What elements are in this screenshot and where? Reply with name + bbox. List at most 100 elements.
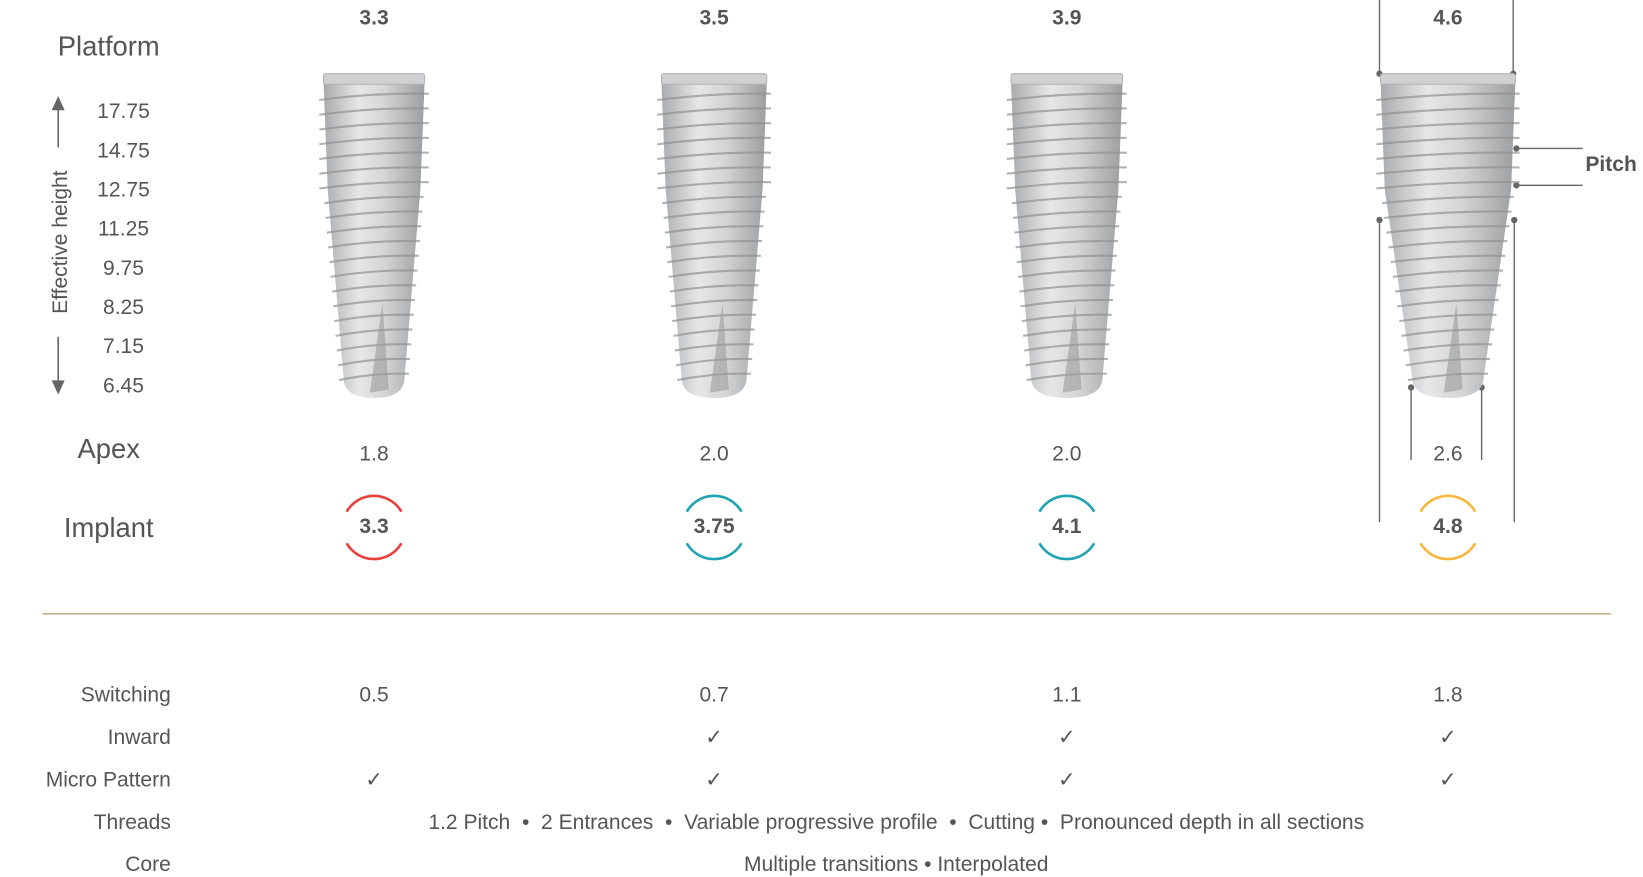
platform-value: 3.5 xyxy=(699,7,729,30)
height-value: 6.45 xyxy=(103,374,144,397)
implant-thread xyxy=(1022,328,1111,337)
implant-thread xyxy=(1405,357,1491,367)
height-value: 12.75 xyxy=(97,179,150,202)
implant-arc xyxy=(1038,494,1096,513)
implant-thread xyxy=(1390,254,1506,264)
implant-thread xyxy=(1006,122,1127,131)
implant-collar xyxy=(1010,73,1124,85)
implant-arc xyxy=(1419,494,1477,513)
implant-thread xyxy=(1025,357,1109,367)
implant-collar xyxy=(660,73,768,85)
implant-thread xyxy=(319,166,429,175)
implant-thread xyxy=(667,254,761,264)
implant-thread xyxy=(663,210,765,219)
implant-thread xyxy=(334,313,414,323)
implant-thread xyxy=(326,225,422,234)
implant-thread xyxy=(669,284,759,293)
implant-thread xyxy=(1006,136,1127,146)
implant-thread xyxy=(670,298,758,308)
implant-thread xyxy=(1017,269,1116,278)
implant-arc xyxy=(1038,542,1096,561)
implant-value: 4.8 xyxy=(1433,515,1463,538)
row-cell: ✓ xyxy=(1058,726,1076,749)
implant-thread xyxy=(1020,298,1114,308)
implant-collar xyxy=(322,73,426,85)
implant-image xyxy=(319,73,429,398)
implant-collar xyxy=(1380,73,1516,85)
implant-thread xyxy=(657,92,771,102)
implant-thread xyxy=(657,107,771,116)
platform-value: 3.3 xyxy=(359,7,388,30)
implant-thread xyxy=(319,107,429,116)
implant-thread xyxy=(332,298,416,308)
implant-thread xyxy=(329,254,419,264)
implant-thread xyxy=(657,180,771,190)
row-cell: 0.5 xyxy=(359,683,388,706)
implant-thread xyxy=(662,195,766,205)
implant-thread xyxy=(335,328,413,337)
apex-label: Apex xyxy=(78,433,141,464)
row-cell: 0.7 xyxy=(699,683,728,706)
implant-thread xyxy=(331,284,417,293)
implant-thread xyxy=(657,151,771,161)
row-label: Switching xyxy=(81,683,171,706)
height-value: 11.25 xyxy=(98,218,149,241)
implant-thread xyxy=(672,313,756,323)
apex-value: 2.0 xyxy=(1052,442,1081,465)
implant-thread xyxy=(1386,225,1510,234)
implant-thread xyxy=(1376,122,1520,131)
implant-thread xyxy=(1399,313,1497,323)
implant-thread xyxy=(1397,298,1499,308)
row-label: Core xyxy=(125,853,171,876)
implant-thread xyxy=(1394,284,1501,293)
row-label: Inward xyxy=(108,726,171,749)
implant-image xyxy=(657,73,771,398)
implant-thread xyxy=(1016,254,1117,264)
height-value: 17.75 xyxy=(97,100,150,123)
implant-thread xyxy=(1376,166,1520,175)
row-text: 1.2 Pitch • 2 Entrances • Variable progr… xyxy=(428,811,1364,834)
implant-thread xyxy=(664,225,764,234)
implant-thread xyxy=(1381,195,1514,205)
implant-thread xyxy=(1015,239,1119,249)
height-value: 7.15 xyxy=(103,335,144,358)
row-cell: 1.1 xyxy=(1052,683,1081,706)
implant-thread xyxy=(1384,210,1512,219)
implant-thread xyxy=(337,357,411,367)
implant-thread xyxy=(1019,284,1115,293)
apex-value: 2.0 xyxy=(699,442,728,465)
implant-thread xyxy=(319,136,429,146)
implant-thread xyxy=(1376,107,1520,116)
implant-thread xyxy=(673,328,755,337)
implant-thread xyxy=(1014,225,1120,234)
implant-thread xyxy=(1376,92,1520,102)
implant-thread xyxy=(1021,313,1112,323)
implant-value: 3.3 xyxy=(359,515,388,538)
row-cell: ✓ xyxy=(705,768,723,791)
implant-arc xyxy=(685,542,743,561)
implant-flute xyxy=(1443,303,1463,393)
implant-value: 3.75 xyxy=(694,515,735,538)
pitch-label: Pitch xyxy=(1585,153,1636,176)
height-arrow xyxy=(51,96,65,395)
implant-thread xyxy=(319,151,429,161)
implant-thread xyxy=(1006,151,1127,161)
implant-thread xyxy=(324,195,424,205)
row-cell: ✓ xyxy=(1439,768,1457,791)
implant-thread xyxy=(657,166,771,175)
platform-value: 4.6 xyxy=(1433,7,1462,30)
implant-thread xyxy=(336,343,412,352)
implant-thread xyxy=(325,210,423,219)
row-label: Threads xyxy=(94,811,171,834)
implant-thread xyxy=(1006,166,1127,175)
implant-thread xyxy=(1401,328,1495,337)
implant-thread xyxy=(674,343,754,352)
implant-thread xyxy=(330,269,418,278)
implant-thread xyxy=(1376,180,1520,190)
implant-thread xyxy=(1012,210,1121,219)
implant-flute xyxy=(1062,303,1082,393)
implant-image xyxy=(1006,73,1127,398)
implant-flute xyxy=(709,303,729,393)
